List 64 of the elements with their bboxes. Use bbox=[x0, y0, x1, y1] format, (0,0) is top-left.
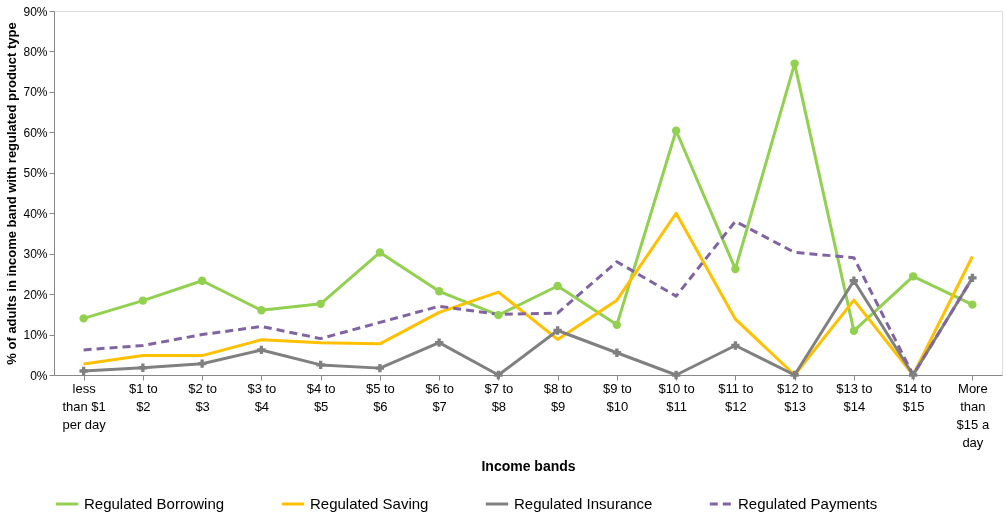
point bbox=[790, 59, 799, 68]
point bbox=[968, 273, 977, 283]
x-tick-label: $12 to $13 bbox=[777, 380, 814, 414]
x-tick-label: $5 to $6 bbox=[365, 380, 395, 414]
x-tick-label: $14 to $15 bbox=[895, 380, 932, 414]
x-tick-label: $1 to $2 bbox=[128, 380, 158, 414]
point bbox=[612, 348, 622, 357]
y-tick-label: 90% bbox=[23, 4, 48, 19]
point bbox=[731, 341, 740, 350]
point bbox=[908, 370, 918, 380]
point bbox=[790, 370, 799, 380]
point bbox=[138, 296, 148, 305]
point bbox=[138, 363, 148, 372]
point bbox=[316, 360, 325, 370]
point bbox=[671, 126, 681, 135]
y-tick-label: 70% bbox=[23, 85, 48, 100]
point bbox=[908, 272, 918, 281]
point bbox=[434, 287, 444, 296]
point bbox=[434, 338, 444, 347]
x-tick-label: $4 to $5 bbox=[306, 380, 336, 414]
point bbox=[553, 281, 562, 291]
point bbox=[197, 359, 207, 368]
legend-label: Regulated Saving bbox=[310, 495, 429, 512]
point bbox=[849, 326, 859, 336]
y-tick-label: 40% bbox=[23, 206, 48, 221]
y-tick-label: 50% bbox=[23, 166, 48, 181]
x-tick-label: $11 to $12 bbox=[718, 380, 754, 414]
x-tick-label: $3 to $4 bbox=[247, 380, 277, 414]
point bbox=[375, 248, 385, 257]
x-tick-label: $13 to $14 bbox=[836, 380, 873, 414]
point bbox=[375, 363, 385, 373]
x-tick-label: less than $1 per day bbox=[62, 380, 107, 432]
y-tick-label: 30% bbox=[23, 247, 48, 262]
legend-label: Regulated Insurance bbox=[514, 495, 653, 512]
point bbox=[849, 276, 859, 285]
legend-label: Regulated Borrowing bbox=[84, 495, 225, 512]
x-axis-title: Income bands bbox=[481, 457, 576, 474]
x-tick-label: $6 to $7 bbox=[425, 380, 455, 414]
legend-label: Regulated Payments bbox=[738, 495, 878, 512]
point bbox=[79, 314, 88, 323]
y-tick-label: 10% bbox=[23, 328, 48, 343]
y-tick-label: 20% bbox=[23, 287, 48, 302]
point bbox=[612, 320, 622, 330]
point bbox=[79, 366, 88, 376]
point bbox=[197, 276, 207, 285]
point bbox=[316, 299, 325, 308]
x-tick-label: More than $15 a day bbox=[956, 380, 990, 450]
point bbox=[257, 345, 266, 355]
point bbox=[731, 264, 740, 274]
x-tick-label: $10 to $11 bbox=[658, 380, 695, 414]
x-tick-label: $8 to $9 bbox=[543, 380, 573, 414]
point bbox=[553, 326, 562, 335]
x-tick-label: $9 to $10 bbox=[602, 380, 632, 414]
point bbox=[968, 300, 977, 309]
y-tick-label: 80% bbox=[23, 44, 48, 59]
point bbox=[671, 370, 681, 380]
point bbox=[257, 306, 266, 315]
x-tick-label: $2 to $3 bbox=[188, 380, 218, 414]
x-tick-label: $7 to $8 bbox=[484, 380, 514, 414]
y-tick-label: 60% bbox=[23, 125, 48, 140]
point bbox=[494, 370, 503, 380]
y-tick-label: 0% bbox=[30, 368, 48, 383]
point bbox=[494, 310, 503, 320]
y-axis-title: % of adults in income band with regulated product type bbox=[4, 22, 20, 365]
